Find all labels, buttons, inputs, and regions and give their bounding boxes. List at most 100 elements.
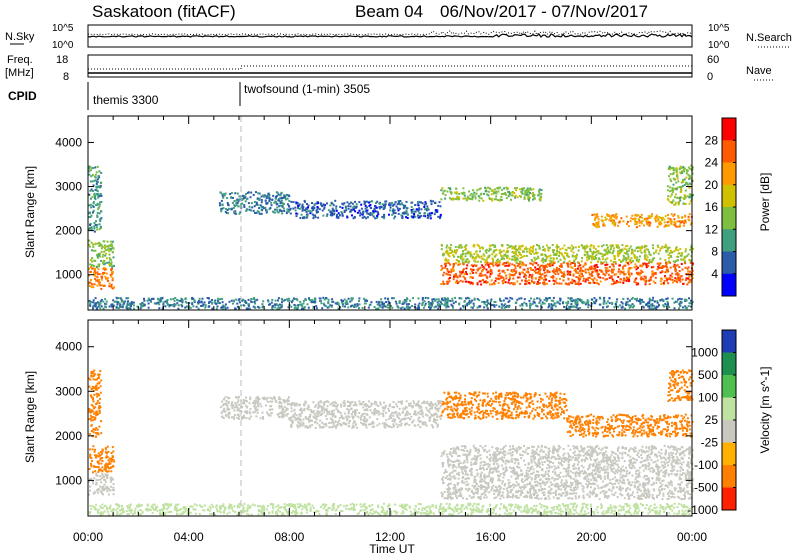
- data-pixel: [506, 257, 509, 259]
- data-pixel: [95, 188, 98, 191]
- data-pixel: [681, 170, 684, 173]
- data-pixel: [665, 250, 668, 253]
- data-pixel: [314, 299, 316, 302]
- data-pixel: [349, 300, 352, 303]
- data-pixel: [567, 255, 570, 258]
- data-pixel: [679, 305, 682, 307]
- data-pixel: [648, 297, 651, 300]
- data-pixel: [510, 245, 513, 248]
- data-pixel: [584, 271, 587, 274]
- data-pixel: [508, 299, 511, 302]
- data-pixel: [446, 305, 449, 308]
- data-pixel: [363, 200, 366, 203]
- data-pixel: [578, 245, 580, 248]
- data-pixel: [123, 300, 125, 303]
- data-pixel: [292, 207, 295, 210]
- data-pixel: [525, 280, 528, 283]
- data-pixel: [540, 195, 543, 198]
- data-pixel: [96, 399, 99, 402]
- data-pixel: [650, 307, 653, 310]
- data-pixel: [543, 266, 546, 269]
- data-pixel: [504, 264, 507, 267]
- data-pixel: [504, 192, 507, 194]
- data-pixel: [669, 173, 672, 175]
- data-pixel: [417, 201, 420, 204]
- data-pixel: [590, 256, 593, 259]
- data-pixel: [166, 301, 169, 304]
- data-pixel: [528, 279, 530, 282]
- data-pixel: [645, 220, 648, 223]
- data-pixel: [679, 247, 682, 250]
- data-pixel: [446, 268, 449, 270]
- data-pixel: [474, 260, 477, 263]
- data-pixel: [270, 301, 273, 304]
- data-pixel: [214, 302, 217, 305]
- data-pixel: [285, 399, 288, 402]
- data-pixel: [538, 191, 541, 194]
- nsearch-tick-bottom: 10^0: [708, 40, 730, 51]
- data-pixel: [472, 271, 475, 274]
- data-pixel: [636, 271, 639, 274]
- data-pixel: [506, 297, 509, 300]
- data-pixel: [296, 299, 299, 302]
- data-pixel: [413, 210, 416, 213]
- data-pixel: [583, 264, 586, 267]
- data-pixel: [90, 197, 92, 200]
- data-pixel: [98, 278, 100, 281]
- data-pixel: [443, 271, 446, 274]
- data-pixel: [580, 275, 583, 278]
- data-pixel: [580, 244, 583, 247]
- data-pixel: [93, 194, 96, 197]
- data-pixel: [275, 303, 278, 306]
- data-pixel: [361, 413, 364, 416]
- data-pixel: [666, 221, 669, 224]
- data-pixel: [569, 272, 572, 275]
- data-pixel: [261, 303, 264, 306]
- data-pixel: [583, 253, 586, 256]
- data-pixel: [525, 250, 528, 253]
- data-pixel: [590, 278, 593, 281]
- data-pixel: [672, 183, 675, 186]
- data-pixel: [680, 301, 683, 304]
- data-pixel: [663, 279, 666, 282]
- data-pixel: [239, 301, 241, 304]
- data-pixel: [346, 417, 349, 420]
- data-pixel: [345, 299, 348, 302]
- data-pixel: [312, 214, 315, 217]
- data-pixel: [99, 451, 102, 454]
- data-pixel: [460, 256, 463, 259]
- data-pixel: [95, 171, 98, 174]
- data-pixel: [276, 307, 279, 310]
- data-pixel: [650, 266, 653, 269]
- data-pixel: [606, 246, 609, 249]
- data-pixel: [256, 409, 259, 412]
- data-pixel: [569, 247, 572, 250]
- data-pixel: [313, 203, 316, 206]
- data-pixel: [96, 202, 99, 205]
- data-pixel: [477, 255, 480, 258]
- data-pixel: [358, 209, 361, 212]
- data-pixel: [692, 247, 694, 250]
- data-pixel: [95, 279, 98, 282]
- data-pixel: [664, 275, 666, 278]
- data-pixel: [177, 307, 180, 310]
- data-pixel: [397, 400, 400, 403]
- data-pixel: [530, 249, 533, 252]
- data-pixel: [439, 215, 442, 218]
- data-pixel: [102, 307, 105, 310]
- data-pixel: [381, 303, 384, 305]
- data-pixel: [667, 220, 670, 223]
- data-pixel: [555, 245, 558, 248]
- data-pixel: [690, 246, 693, 249]
- data-pixel: [266, 396, 269, 399]
- data-pixel: [666, 189, 669, 192]
- data-pixel: [306, 303, 309, 306]
- data-pixel: [494, 197, 497, 200]
- data-pixel: [476, 298, 479, 301]
- data-pixel: [97, 460, 100, 463]
- data-pixel: [383, 302, 385, 305]
- data-pixel: [551, 307, 554, 310]
- data-pixel: [594, 269, 597, 272]
- data-pixel: [458, 198, 460, 201]
- data-pixel: [653, 217, 656, 220]
